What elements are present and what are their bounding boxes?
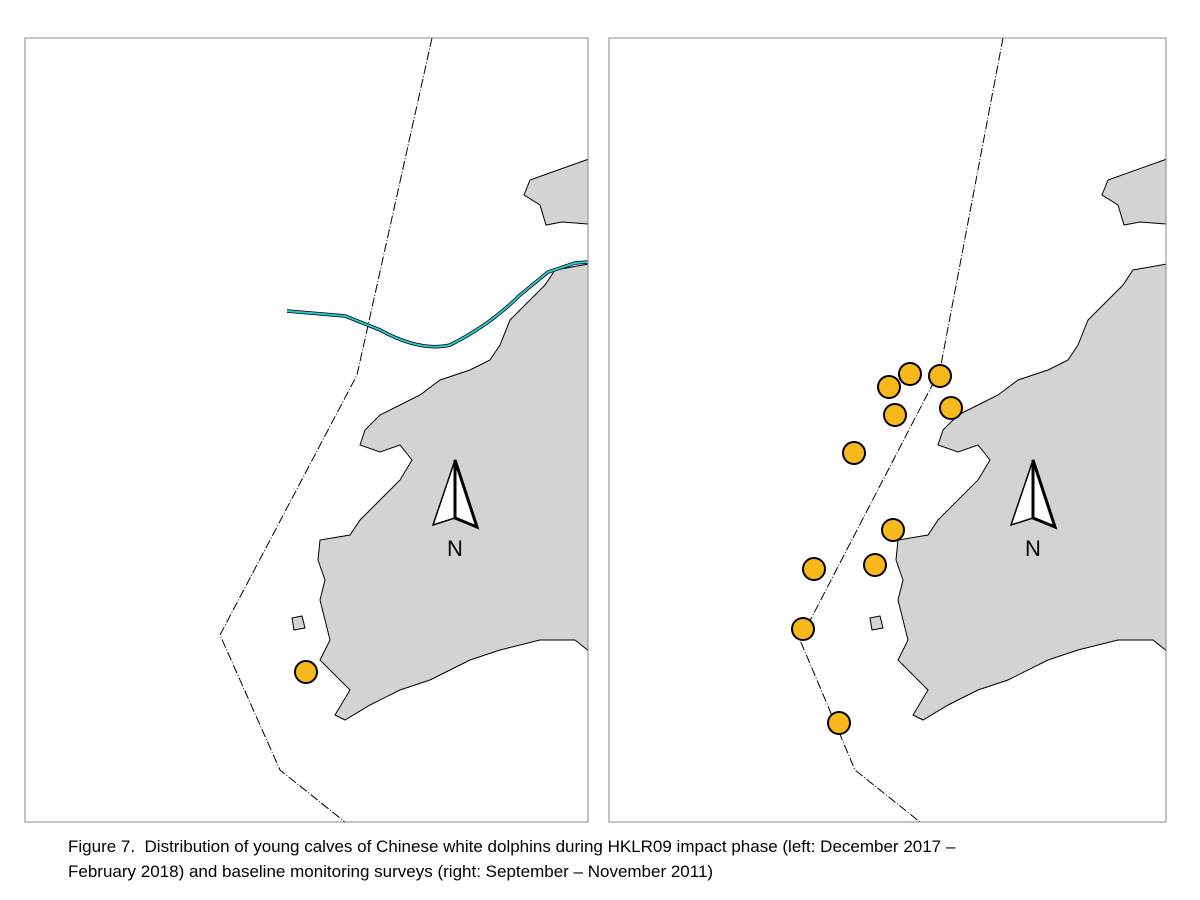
north-label: N <box>1025 536 1041 561</box>
sightings <box>791 362 963 735</box>
boundary <box>799 37 1004 823</box>
frame <box>24 37 589 823</box>
north-label: N <box>447 536 463 561</box>
left-map: N <box>24 37 589 823</box>
caption-line: February 2018) and baseline monitoring s… <box>68 862 713 881</box>
frame <box>608 37 1167 823</box>
boundary <box>219 37 433 823</box>
right-map: N <box>608 37 1167 823</box>
bridge <box>286 261 589 348</box>
caption-line: Figure 7. Distribution of young calves o… <box>68 837 956 856</box>
sighting <box>294 660 318 684</box>
